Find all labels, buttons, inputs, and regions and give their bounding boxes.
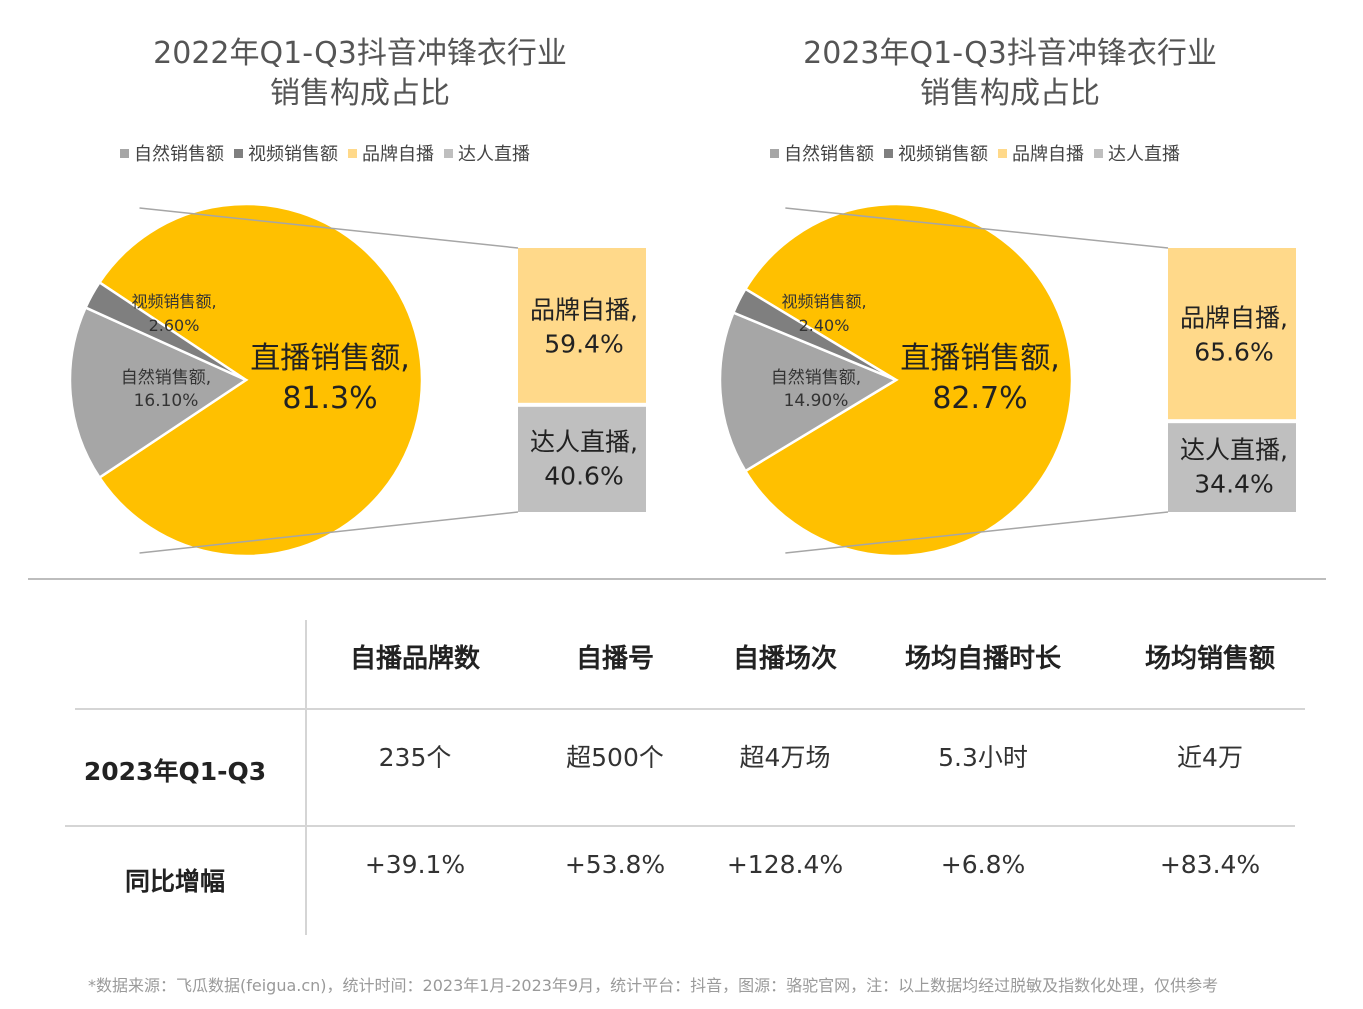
legend-label: 达人直播: [1108, 144, 1180, 165]
table-row-rule: [75, 708, 1305, 710]
chart-title: 2023年Q1-Q3抖音冲锋衣行业 销售构成占比: [720, 34, 1300, 114]
slice-value-natural: 14.90%: [784, 391, 849, 411]
chart-title: 2022年Q1-Q3抖音冲锋衣行业 销售构成占比: [70, 34, 650, 114]
pie-chart-2022: 2022年Q1-Q3抖音冲锋衣行业 销售构成占比 自然销售额 视频销售额 品牌自…: [0, 0, 680, 570]
slice-value-live: 82.7%: [932, 381, 1027, 416]
slice-natural: [68, 305, 249, 480]
legend-item-brand: 品牌自播: [998, 140, 1084, 166]
legend-label: 品牌自播: [1012, 144, 1084, 165]
slice-label-live: 直播销售额,: [900, 341, 1060, 376]
slice-natural: [718, 311, 899, 473]
breakdown-label-talent: 达人直播,: [530, 427, 638, 456]
legend-label: 视频销售额: [248, 144, 338, 165]
slice-label-natural: 自然销售额,: [121, 368, 211, 388]
legend-swatch: [444, 148, 453, 158]
legend-swatch: [120, 148, 129, 158]
legend-swatch: [1094, 148, 1103, 158]
legend-item-video: 视频销售额: [884, 140, 988, 166]
table-cell: 5.3小时: [938, 743, 1028, 772]
legend-label: 自然销售额: [134, 144, 224, 165]
legend-label: 达人直播: [458, 144, 530, 165]
legend-swatch: [998, 148, 1007, 158]
legend-item-talent: 达人直播: [1094, 140, 1180, 166]
table-row-rule: [65, 825, 1295, 827]
table-cell: +53.8%: [564, 850, 666, 879]
connector-line-top: [785, 207, 1169, 249]
breakdown-value-brand: 65.6%: [1194, 338, 1273, 367]
pie-svg: 品牌自播, 59.4% 达人直播, 40.6% 直播销售额, 81.3% 自然销售额, 16.…: [68, 202, 646, 558]
section-divider: [28, 578, 1326, 580]
slice-label-natural: 自然销售额,: [771, 368, 861, 388]
slice-live: [743, 202, 1074, 558]
chart-title-line-1: 2022年Q1-Q3抖音冲锋衣行业: [153, 36, 567, 71]
table-cell: +39.1%: [364, 850, 466, 879]
pie-svg: 品牌自播, 65.6% 达人直播, 34.4% 直播销售额, 82.7% 自然销售额, 14.…: [718, 202, 1296, 558]
table-row-label: 2023年Q1-Q3: [83, 757, 267, 786]
slice-label-video: 视频销售额,: [781, 292, 866, 311]
breakdown-label-talent: 达人直播,: [1180, 436, 1288, 465]
table-cell: +128.4%: [726, 850, 844, 879]
slice-label-live: 直播销售额,: [250, 341, 410, 376]
table-cell: 超500个: [566, 743, 664, 772]
stats-table: 自播品牌数 自播号 自播场次 场均自播时长 场均销售额 2023年Q1-Q3 2…: [60, 620, 1310, 940]
connector-line-bottom: [139, 511, 519, 554]
chart-legend: 自然销售额 视频销售额 品牌自播 达人直播: [770, 140, 1290, 166]
table-header: 自播号: [575, 644, 654, 674]
breakdown-bar-brand: [518, 248, 646, 403]
slice-video: [731, 287, 897, 382]
legend-item-natural: 自然销售额: [770, 140, 874, 166]
legend-item-natural: 自然销售额: [120, 140, 224, 166]
legend-swatch: [884, 148, 893, 158]
table-header: 场均自播时长: [904, 644, 1061, 674]
legend-label: 品牌自播: [362, 144, 434, 165]
table-header: 场均销售额: [1144, 644, 1275, 674]
breakdown-value-talent: 34.4%: [1194, 470, 1273, 499]
breakdown-label-brand: 品牌自播,: [1180, 304, 1288, 333]
legend-item-brand: 品牌自播: [348, 140, 434, 166]
table-cell: 235个: [378, 743, 452, 772]
table-row-label: 同比增幅: [124, 867, 225, 896]
slice-value-video: 2.40%: [799, 316, 850, 335]
table-vertical-rule: [305, 620, 307, 935]
source-footnote: *数据来源：飞瓜数据(feigua.cn)，统计时间：2023年1月-2023年…: [88, 976, 1219, 995]
slice-label-video: 视频销售额,: [131, 292, 216, 311]
breakdown-bar-brand: [1168, 248, 1296, 420]
slice-live: [97, 202, 424, 558]
connector-line-top: [139, 207, 519, 249]
breakdown-value-talent: 40.6%: [544, 461, 623, 490]
breakdown-bar-talent: [1168, 423, 1296, 512]
table-cell: +83.4%: [1159, 850, 1261, 879]
slice-value-video: 2.60%: [149, 316, 200, 335]
slice-video: [83, 280, 247, 382]
table-header: 自播场次: [732, 644, 837, 674]
slice-value-natural: 16.10%: [134, 391, 199, 411]
chart-title-line-1: 2023年Q1-Q3抖音冲锋衣行业: [803, 36, 1217, 71]
slice-value-live: 81.3%: [282, 381, 377, 416]
legend-swatch: [770, 148, 779, 158]
chart-title-line-2: 销售构成占比: [270, 76, 450, 111]
table-cell: 超4万场: [739, 743, 831, 772]
breakdown-label-brand: 品牌自播,: [530, 295, 638, 324]
table-cell: 近4万: [1177, 743, 1243, 772]
table-header: 自播品牌数: [349, 644, 480, 674]
table-cell: +6.8%: [940, 850, 1026, 879]
legend-swatch: [348, 148, 357, 158]
legend-item-talent: 达人直播: [444, 140, 530, 166]
chart-legend: 自然销售额 视频销售额 品牌自播 达人直播: [120, 140, 640, 166]
legend-label: 视频销售额: [898, 144, 988, 165]
legend-swatch: [234, 148, 243, 158]
chart-title-line-2: 销售构成占比: [920, 76, 1100, 111]
legend-label: 自然销售额: [784, 144, 874, 165]
legend-item-video: 视频销售额: [234, 140, 338, 166]
pie-chart-2023: 2023年Q1-Q3抖音冲锋衣行业 销售构成占比 自然销售额 视频销售额 品牌自…: [650, 0, 1330, 570]
breakdown-value-brand: 59.4%: [544, 329, 623, 358]
connector-line-bottom: [785, 511, 1169, 554]
breakdown-bar-talent: [518, 406, 646, 512]
